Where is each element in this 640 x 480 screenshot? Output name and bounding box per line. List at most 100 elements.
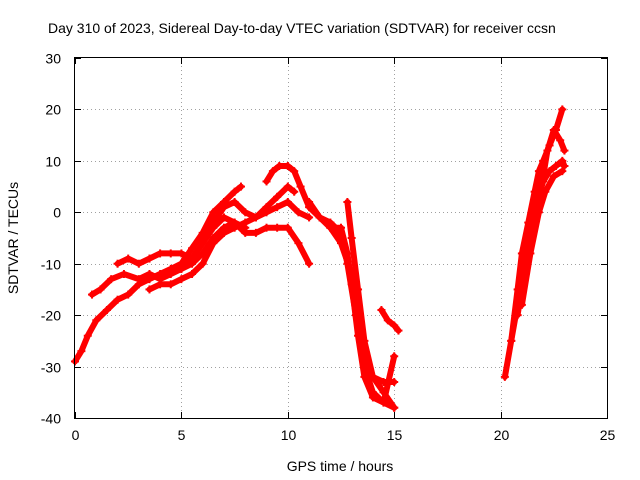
plot-frame	[74, 57, 608, 419]
data-point	[390, 352, 399, 361]
data-point	[102, 306, 111, 314]
data-point	[145, 285, 154, 294]
data-point	[177, 264, 186, 273]
data-point	[390, 321, 399, 330]
ticks	[75, 58, 608, 419]
data-point	[394, 326, 403, 335]
data-point	[347, 270, 356, 278]
data-point	[230, 198, 239, 206]
data-point	[283, 182, 292, 191]
data-point	[96, 285, 105, 294]
data-point	[549, 172, 558, 181]
x-tick-label: 25	[600, 427, 616, 443]
x-tick-label: 0	[72, 427, 80, 443]
y-axis-label: SDTVAR / TECUs	[5, 182, 21, 294]
data-point	[360, 372, 369, 381]
data-point	[337, 239, 345, 248]
data-point	[241, 208, 250, 217]
data-point	[354, 321, 363, 330]
data-point	[166, 270, 175, 278]
data-point	[558, 156, 567, 165]
data-point	[526, 249, 535, 258]
data-point	[166, 280, 175, 289]
data-point	[262, 177, 271, 186]
data-point	[520, 259, 529, 268]
data-point	[177, 275, 186, 284]
data-point	[156, 280, 165, 289]
data-point	[556, 136, 565, 145]
data-point	[124, 254, 133, 263]
y-tick-label: 30	[45, 51, 61, 67]
data-point	[294, 208, 303, 217]
data-point	[290, 167, 299, 176]
data-point	[343, 249, 352, 258]
y-tick-label: -30	[41, 360, 61, 376]
data-point	[549, 126, 558, 134]
data-point	[290, 187, 299, 196]
data-point	[251, 213, 260, 222]
data-point	[273, 203, 282, 212]
x-tick-label: 10	[281, 427, 297, 443]
data-point	[507, 336, 516, 345]
data-point	[283, 198, 292, 206]
y-tick-label: -20	[41, 308, 61, 324]
series-pass-4	[146, 199, 313, 293]
data-point	[517, 249, 526, 258]
data-point	[124, 290, 133, 299]
data-point	[545, 141, 554, 150]
data-point	[558, 105, 567, 114]
data-point	[241, 218, 250, 227]
y-tick-label: 10	[45, 154, 61, 170]
markers-layer	[71, 105, 569, 412]
data-point	[209, 218, 218, 227]
data-point	[219, 223, 228, 232]
data-point	[145, 270, 154, 278]
data-point	[262, 223, 271, 232]
data-point	[219, 213, 228, 222]
data-point	[113, 259, 122, 268]
data-point	[351, 311, 360, 320]
data-point	[92, 316, 101, 325]
data-point	[539, 156, 548, 165]
data-point	[534, 208, 543, 217]
data-point	[524, 218, 533, 227]
data-point	[343, 259, 352, 268]
data-point	[520, 270, 529, 278]
data-point	[360, 352, 369, 361]
chart-title: Day 310 of 2023, Sidereal Day-to-day VTE…	[48, 20, 556, 36]
data-point	[177, 249, 186, 258]
data-point	[534, 167, 543, 176]
data-point	[251, 228, 260, 237]
data-point	[230, 218, 239, 227]
data-point	[347, 280, 356, 289]
data-point	[326, 223, 335, 232]
y-tick-label: -40	[41, 411, 61, 427]
data-point	[88, 290, 97, 299]
data-point	[558, 167, 567, 176]
data-point	[188, 270, 197, 278]
data-point	[390, 378, 399, 386]
data-point	[315, 213, 324, 222]
data-point	[360, 336, 369, 345]
data-point	[343, 198, 352, 206]
data-point	[107, 275, 116, 284]
data-point	[526, 234, 535, 242]
data-point	[305, 213, 314, 222]
data-point	[268, 167, 277, 176]
data-point	[236, 182, 245, 191]
series-pass-10	[378, 307, 402, 334]
data-point	[560, 146, 569, 155]
data-point	[188, 244, 197, 253]
data-point	[377, 306, 386, 314]
data-point	[273, 223, 282, 232]
data-point	[198, 249, 207, 258]
data-point	[241, 228, 250, 237]
data-point	[209, 234, 218, 242]
data-point	[354, 285, 363, 294]
data-point	[379, 388, 388, 397]
data-point	[379, 378, 388, 386]
x-axis-label: GPS time / hours	[287, 458, 394, 474]
data-point	[539, 177, 548, 186]
data-point	[379, 398, 388, 407]
data-point	[294, 239, 303, 248]
